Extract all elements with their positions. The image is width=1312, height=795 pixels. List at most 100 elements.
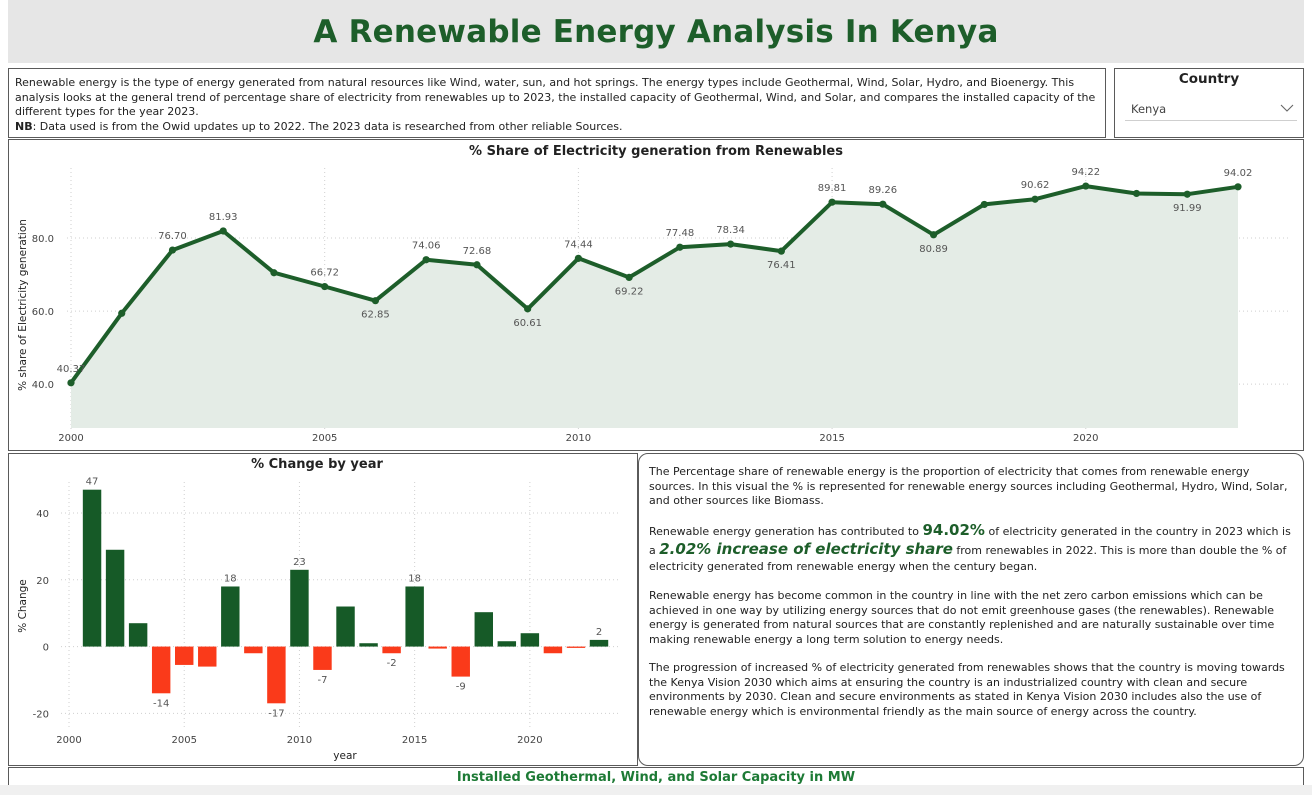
country-dropdown[interactable]: Kenya [1125,97,1297,121]
intro-text: Renewable energy is the type of energy g… [15,76,1096,119]
line-point [524,305,532,313]
line-point [1234,183,1242,191]
bar-chart-xlabel: year [333,750,357,762]
bar-2002 [105,549,125,647]
bar-2010 [290,569,309,647]
bar-data-label: -14 [153,698,169,709]
bar-2001 [82,489,102,647]
nb-label: NB [15,119,33,133]
narrative-paragraph-3: Renewable energy has become common in th… [649,589,1275,647]
bar-2015 [405,586,424,647]
bar-data-label: 18 [224,573,237,584]
line-point [422,256,430,264]
bar-x-tick: 2005 [171,735,196,746]
bar-x-tick: 2020 [517,735,542,746]
line-data-label: 90.62 [1021,180,1050,191]
line-point [828,198,836,206]
narrative-p2-c: from renewables in 2022. This is more th… [649,543,1287,574]
chevron-down-icon [1279,100,1295,119]
narrative-paragraph-1: The Percentage share of renewable energy… [649,465,1288,508]
bar-x-tick: 2010 [287,735,312,746]
line-data-label: 77.48 [666,228,695,239]
bar-y-tick: 0 [43,643,49,654]
line-x-tick: 2010 [566,433,591,444]
line-y-tick: 40.0 [32,380,54,391]
line-point [727,240,735,248]
installed-capacity-title: Installed Geothermal, Wind, and Solar Ca… [456,770,856,785]
country-slicer: Country Kenya [1114,68,1304,138]
bar-2007 [221,586,240,647]
line-point [1132,189,1141,198]
bar-2016 [428,646,447,649]
bar-x-tick: 2015 [402,735,427,746]
percent-change-bar-chart: % Change by year -20 0 20 40 2000 2005 2010 20… [17,457,621,762]
line-point [270,269,278,277]
bar-2017 [451,646,470,677]
line-point [1031,195,1039,203]
line-y-tick: 60.0 [32,307,54,318]
bar-2006 [198,646,217,667]
line-data-label: 66.72 [310,268,339,279]
bar-data-label: 2 [596,627,602,638]
renewable-share-line-chart: % Share of Electricity generation from R… [17,144,1291,444]
line-x-tick: 2020 [1073,433,1098,444]
line-point [168,246,177,254]
bar-2013 [359,643,378,647]
bar-data-label: 18 [408,573,421,584]
line-point [67,379,75,387]
renewable-share-line-chart-panel: % Share of Electricity generation from R… [8,139,1304,451]
bar-2021 [543,646,563,654]
line-data-label: 89.26 [869,185,898,196]
line-data-label: 80.89 [919,244,948,255]
bar-2023 [589,639,609,647]
bar-2022 [566,646,586,648]
narrative-p2-a: Renewable energy generation has contribu… [649,525,923,539]
line-data-label: 40.37 [57,364,86,375]
line-area-fill [71,186,1238,428]
line-point [219,227,227,235]
narrative-text-box: The Percentage share of renewable energy… [638,453,1304,766]
bar-2011 [313,646,332,670]
bar-2008 [244,646,263,654]
bar-data-label: 47 [86,477,99,488]
line-point [473,261,481,269]
country-slicer-title: Country [1178,71,1240,87]
bar-y-tick: 40 [36,509,49,520]
line-point [929,231,938,239]
country-selected-value: Kenya [1131,102,1167,116]
line-x-tick: 2000 [58,433,83,444]
footer-strip [0,785,1312,795]
bar-2005 [175,646,194,665]
line-series [69,184,1239,384]
line-data-label: 69.22 [615,286,644,297]
bar-data-label: 23 [293,557,306,568]
bar-2014 [382,646,401,654]
line-point [371,297,380,305]
bar-data-label: -2 [387,658,397,669]
intro-text-box: Renewable energy is the type of energy g… [8,68,1106,138]
line-data-label: 76.70 [158,231,187,242]
line-data-label: 91.99 [1173,203,1202,214]
line-data-label: 76.41 [767,260,796,271]
bar-y-tick: 20 [36,576,49,587]
line-point [625,273,633,282]
line-data-label: 62.85 [361,310,390,321]
share-change-value: 2.02% increase of electricity share [659,539,953,558]
percent-change-bar-chart-panel: % Change by year -20 0 20 40 2000 2005 2010 20… [8,453,638,766]
line-point [676,243,684,251]
bar-data-label: -17 [268,708,284,719]
bar-y-tick: -20 [33,709,49,720]
line-point [1082,182,1090,190]
bar-data-label: -9 [456,682,466,693]
bar-2009 [267,646,286,704]
share-2023-value: 94.02% [922,521,985,540]
line-data-label: 72.68 [463,246,492,257]
line-point [1183,190,1191,198]
page-title: A Renewable Energy Analysis In Kenya [313,13,999,50]
bar-2003 [128,623,148,647]
nb-text: : Data used is from the Owid updates up … [32,119,623,133]
line-chart-ylabel: % share of Electricity generation [17,219,29,391]
line-point [574,254,582,262]
line-data-label: 89.81 [818,183,847,194]
line-x-tick: 2005 [312,433,337,444]
